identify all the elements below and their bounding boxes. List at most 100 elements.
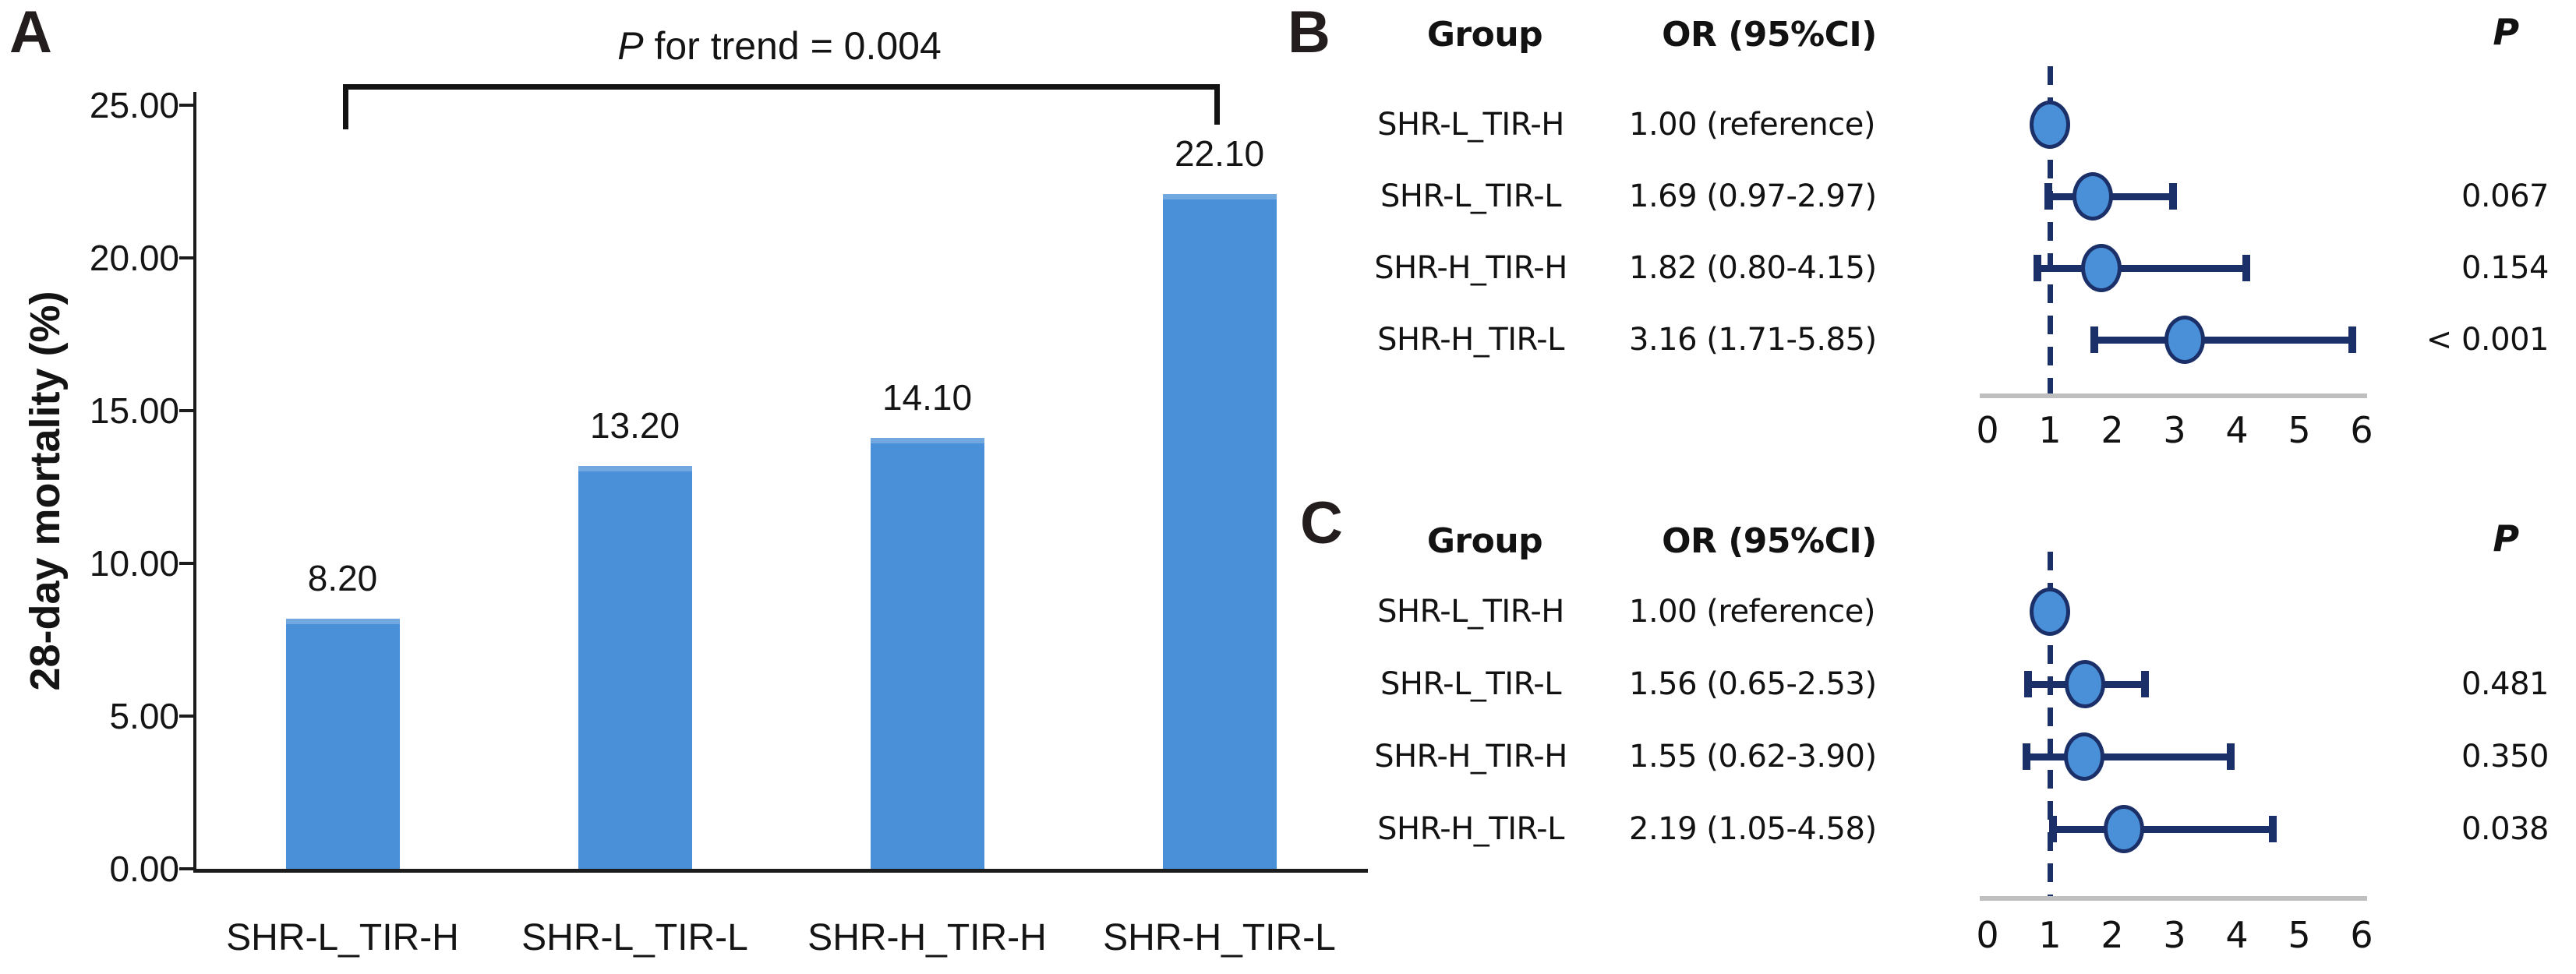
bar-value-label: 13.20: [589, 404, 680, 446]
ci-line: [2037, 264, 2246, 272]
x-axis-line: [193, 869, 1368, 873]
ci-cap-left: [2044, 183, 2052, 210]
ci-cap-left: [2090, 326, 2098, 353]
reference-dashed-line: [2047, 66, 2053, 393]
trend-bracket-right: [1214, 84, 1220, 125]
x-tick-label: 5: [2288, 409, 2311, 451]
y-tick-label: 15.00: [89, 390, 179, 431]
p-value: 0.481: [2461, 666, 2549, 702]
panel-b-column-group: Group: [1426, 15, 1543, 55]
y-axis-tick: [179, 104, 193, 107]
y-axis-tick: [179, 715, 193, 718]
bar-value-label: 22.10: [1174, 132, 1265, 174]
panel-b-label: B: [1288, 0, 1330, 65]
panel-a-label: A: [9, 0, 52, 65]
x-tick-label: 6: [2350, 409, 2373, 451]
y-axis-tick: [179, 562, 193, 565]
bar: [285, 618, 400, 869]
y-tick-label: 5.00: [109, 696, 179, 736]
or-marker: [2064, 660, 2105, 708]
y-axis-tick: [179, 867, 193, 870]
group-label: SHR-L_TIR-L: [1380, 178, 1561, 214]
trend-bracket-top: [342, 84, 1220, 90]
y-axis-tick: [179, 256, 193, 259]
or-ci-value: 1.55 (0.62-3.90): [1629, 739, 1877, 775]
group-label: SHR-H_TIR-H: [1374, 250, 1567, 286]
or-ci-value: 1.00 (reference): [1629, 107, 1875, 143]
y-tick-label: 20.00: [89, 238, 179, 278]
bar-value-label: 8.20: [307, 557, 378, 598]
x-tick-label: 3: [2163, 914, 2186, 956]
ci-cap-right: [2141, 671, 2150, 697]
x-tick-label: 6: [2350, 914, 2373, 956]
p-value: 0.067: [2461, 178, 2549, 214]
ci-cap-left: [2034, 255, 2041, 281]
or-ci-value: 1.00 (reference): [1629, 594, 1875, 630]
or-marker: [2030, 101, 2070, 149]
p-value: 0.038: [2461, 811, 2549, 847]
group-label: SHR-L_TIR-H: [1377, 594, 1564, 630]
y-axis-line: [193, 92, 196, 873]
ci-line: [2094, 336, 2352, 344]
group-label: SHR-H_TIR-L: [1377, 322, 1564, 358]
p-trend-italic-p: P: [617, 24, 644, 68]
or-marker: [2030, 588, 2070, 636]
x-tick-label: 4: [2225, 409, 2249, 451]
ci-cap-left: [2022, 743, 2030, 770]
x-category-label: SHR-H_TIR-H: [807, 917, 1047, 958]
panel-b-column-or: OR (95%CI): [1662, 15, 1877, 55]
bar: [870, 438, 984, 869]
reference-dashed-line: [2047, 552, 2053, 896]
panel-c-column-or: OR (95%CI): [1662, 521, 1877, 561]
ci-cap-left: [2024, 671, 2032, 697]
y-tick-label: 0.00: [109, 849, 179, 889]
ci-cap-right: [2348, 326, 2356, 353]
x-tick-label: 1: [2038, 914, 2062, 956]
ci-line: [2026, 753, 2231, 760]
p-value: < 0.001: [2426, 322, 2549, 358]
p-value: 0.154: [2461, 250, 2549, 286]
ci-cap-left: [2049, 816, 2057, 842]
or-marker: [2164, 316, 2205, 364]
panel-c-column-group: Group: [1426, 521, 1543, 561]
axis-baseline: [1980, 393, 2367, 398]
ci-cap-right: [2227, 743, 2235, 770]
or-ci-value: 1.56 (0.65-2.53): [1629, 666, 1877, 702]
panel-c-label: C: [1300, 490, 1343, 556]
p-for-trend-annotation: P for trend = 0.004: [468, 23, 1091, 69]
y-tick-label: 25.00: [89, 85, 179, 125]
ci-line: [2053, 825, 2274, 833]
x-tick-label: 1: [2038, 409, 2062, 451]
x-tick-label: 0: [1976, 914, 1999, 956]
panel-b-column-p: P: [2493, 11, 2519, 53]
bar: [1162, 193, 1277, 869]
x-category-label: SHR-L_TIR-H: [226, 917, 459, 958]
x-category-label: SHR-L_TIR-L: [521, 917, 748, 958]
y-axis-tick: [179, 409, 193, 412]
x-tick-label: 2: [2101, 409, 2124, 451]
or-marker: [2104, 805, 2145, 853]
or-marker: [2072, 172, 2114, 221]
ci-cap-right: [2168, 183, 2177, 210]
group-label: SHR-H_TIR-H: [1374, 739, 1567, 775]
or-ci-value: 3.16 (1.71-5.85): [1629, 322, 1877, 358]
panel-c-column-p: P: [2493, 517, 2519, 559]
x-tick-label: 3: [2163, 409, 2186, 451]
ci-cap-right: [2242, 255, 2250, 281]
p-value: 0.350: [2461, 739, 2549, 775]
bar: [578, 465, 692, 869]
bar-value-label: 14.10: [882, 377, 973, 418]
or-ci-value: 2.19 (1.05-4.58): [1629, 811, 1877, 847]
axis-baseline: [1980, 896, 2367, 901]
ci-cap-right: [2269, 816, 2277, 842]
or-ci-value: 1.82 (0.80-4.15): [1629, 250, 1877, 286]
trend-bracket-left: [342, 84, 348, 129]
or-marker: [2080, 244, 2122, 292]
y-tick-label: 10.00: [89, 543, 179, 584]
group-label: SHR-L_TIR-H: [1377, 107, 1564, 143]
group-label: SHR-L_TIR-L: [1380, 666, 1561, 702]
x-tick-label: 0: [1976, 409, 1999, 451]
x-category-label: SHR-H_TIR-L: [1103, 917, 1336, 958]
x-tick-label: 5: [2288, 914, 2311, 956]
